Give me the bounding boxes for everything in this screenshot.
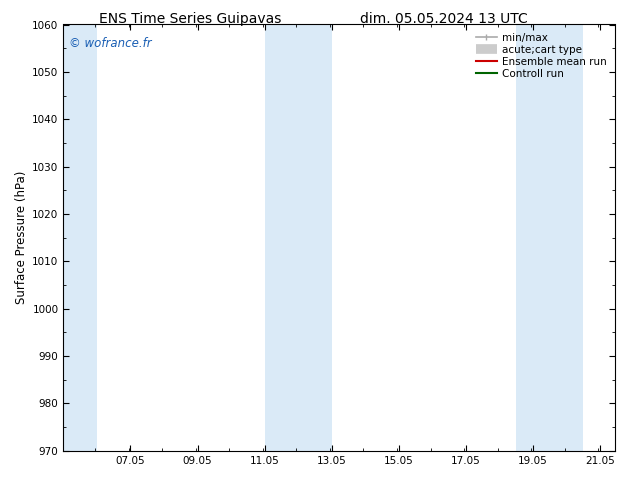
Text: dim. 05.05.2024 13 UTC: dim. 05.05.2024 13 UTC xyxy=(360,12,527,26)
Legend: min/max, acute;cart type, Ensemble mean run, Controll run: min/max, acute;cart type, Ensemble mean … xyxy=(473,30,610,82)
Text: © wofrance.fr: © wofrance.fr xyxy=(69,37,152,50)
Text: ENS Time Series Guipavas: ENS Time Series Guipavas xyxy=(99,12,281,26)
Bar xyxy=(264,24,332,451)
Bar xyxy=(516,24,583,451)
Y-axis label: Surface Pressure (hPa): Surface Pressure (hPa) xyxy=(15,171,28,304)
Bar xyxy=(63,24,97,451)
